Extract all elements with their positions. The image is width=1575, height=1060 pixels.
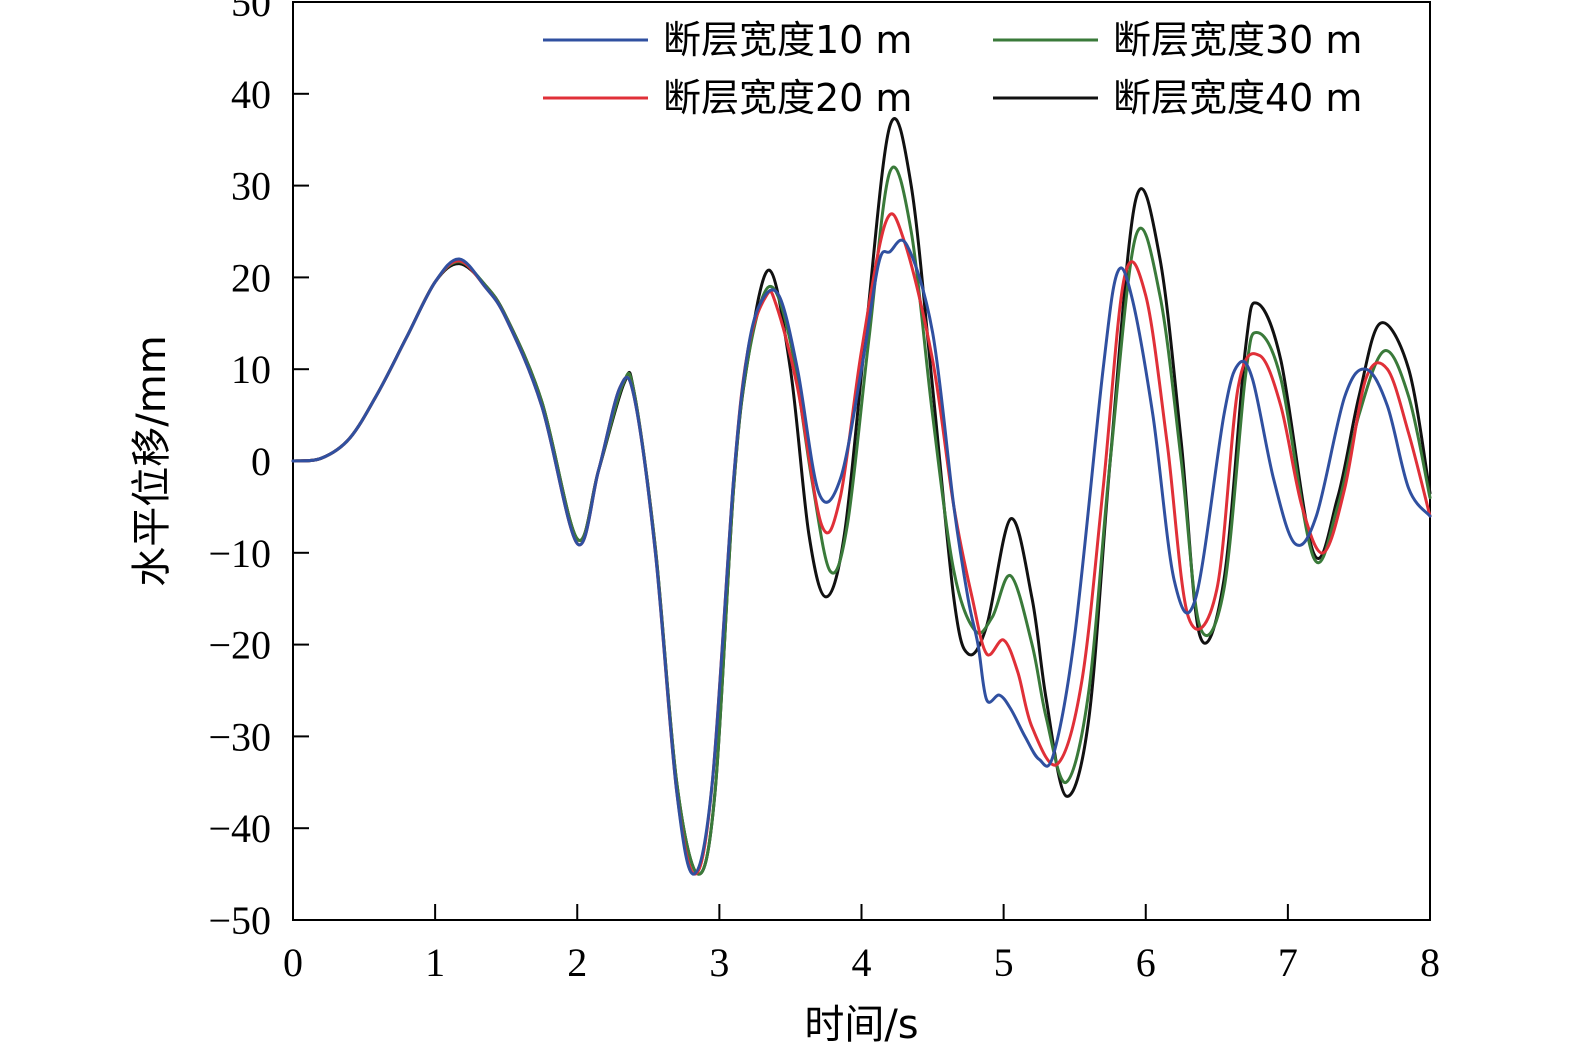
y-tick-label: −30: [208, 714, 271, 759]
x-axis: 0 1 2 3 4 5 6 7 8: [283, 904, 1440, 985]
legend-label-1: 断层宽度10 m: [663, 18, 912, 62]
x-tick-label: 8: [1420, 940, 1440, 985]
x-axis-title: 时间/s: [804, 1002, 918, 1048]
x-tick-label: 5: [994, 940, 1014, 985]
legend-label-4: 断层宽度40 m: [1113, 76, 1362, 120]
y-axis-title: 水平位移/mm: [129, 335, 175, 586]
y-tick-label: 10: [231, 347, 271, 392]
y-tick-label: −20: [208, 623, 271, 668]
x-tick-label: 0: [283, 940, 303, 985]
y-tick-label: 0: [251, 439, 271, 484]
y-tick-label: −50: [208, 898, 271, 943]
y-tick-label: 40: [231, 72, 271, 117]
x-tick-label: 3: [709, 940, 729, 985]
y-axis: −50 −40 −30 −20 −10 0 10 20 30 40 50: [208, 0, 309, 943]
series-line-3: [291, 165, 1432, 876]
legend-label-2: 断层宽度20 m: [663, 76, 912, 120]
y-tick-label: −40: [208, 806, 271, 851]
x-tick-label: 1: [425, 940, 445, 985]
y-tick-label: 20: [231, 255, 271, 300]
plot-frame: [292, 1, 1431, 921]
series-lines: [291, 117, 1432, 876]
x-tick-label: 7: [1278, 940, 1298, 985]
y-tick-label: 30: [231, 164, 271, 209]
series-line-2: [291, 212, 1432, 876]
x-tick-label: 6: [1136, 940, 1156, 985]
x-tick-label: 4: [852, 940, 872, 985]
legend: 断层宽度10 m 断层宽度20 m 断层宽度30 m 断层宽度40 m: [543, 18, 1362, 120]
y-tick-label: 50: [231, 0, 271, 25]
series-line-4: [291, 117, 1432, 876]
plot-border: [292, 1, 1431, 921]
series-line-1: [291, 238, 1432, 876]
y-tick-label: −10: [208, 531, 271, 576]
legend-label-3: 断层宽度30 m: [1113, 18, 1362, 62]
x-tick-label: 2: [567, 940, 587, 985]
